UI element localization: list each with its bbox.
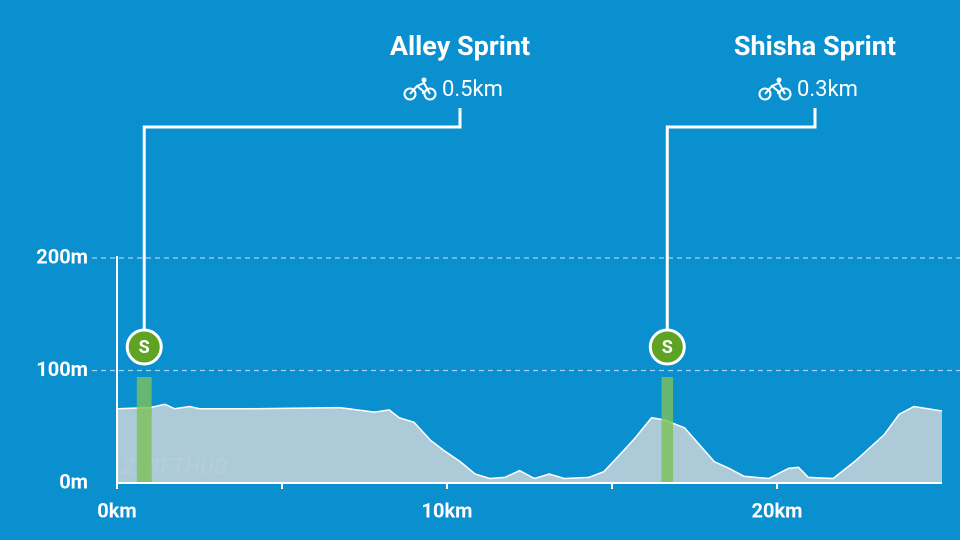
bike-rider-head	[421, 77, 427, 83]
segment-marker	[125, 328, 163, 366]
x-tick-label: 20km	[752, 498, 803, 522]
bike-icon	[403, 77, 437, 101]
segment-bar	[136, 377, 152, 483]
y-tick-label: 100m	[36, 357, 88, 381]
segment-marker	[648, 328, 686, 366]
y-tick-label: 0m	[59, 469, 88, 493]
bike-frame	[771, 81, 786, 95]
x-tick-label: 10km	[422, 498, 473, 522]
bike-icon	[758, 77, 792, 101]
y-tick-label: 200m	[36, 244, 88, 268]
bike-wheel	[778, 87, 792, 101]
segment-name: Alley Sprint	[390, 30, 530, 62]
segment-distance: 0.5km	[442, 77, 503, 102]
bike-wheel	[423, 87, 437, 101]
bike-rider-head	[776, 77, 782, 83]
segment-distance: 0.3km	[797, 77, 858, 102]
segment-marker-label: S	[662, 337, 673, 358]
bike-frame	[409, 84, 424, 95]
leader-line	[665, 108, 817, 330]
bike-wheel	[403, 87, 417, 101]
elevation-area	[117, 404, 942, 483]
bike-frame	[764, 84, 779, 95]
leader-line	[142, 108, 462, 330]
bike-frame	[416, 81, 431, 95]
bike-wheel	[758, 87, 772, 101]
segment-name: Shisha Sprint	[734, 30, 896, 62]
segment-marker-label: S	[139, 337, 150, 358]
x-tick-label: 0km	[97, 498, 136, 522]
elevation-line	[116, 403, 943, 480]
segment-bar	[661, 377, 674, 483]
